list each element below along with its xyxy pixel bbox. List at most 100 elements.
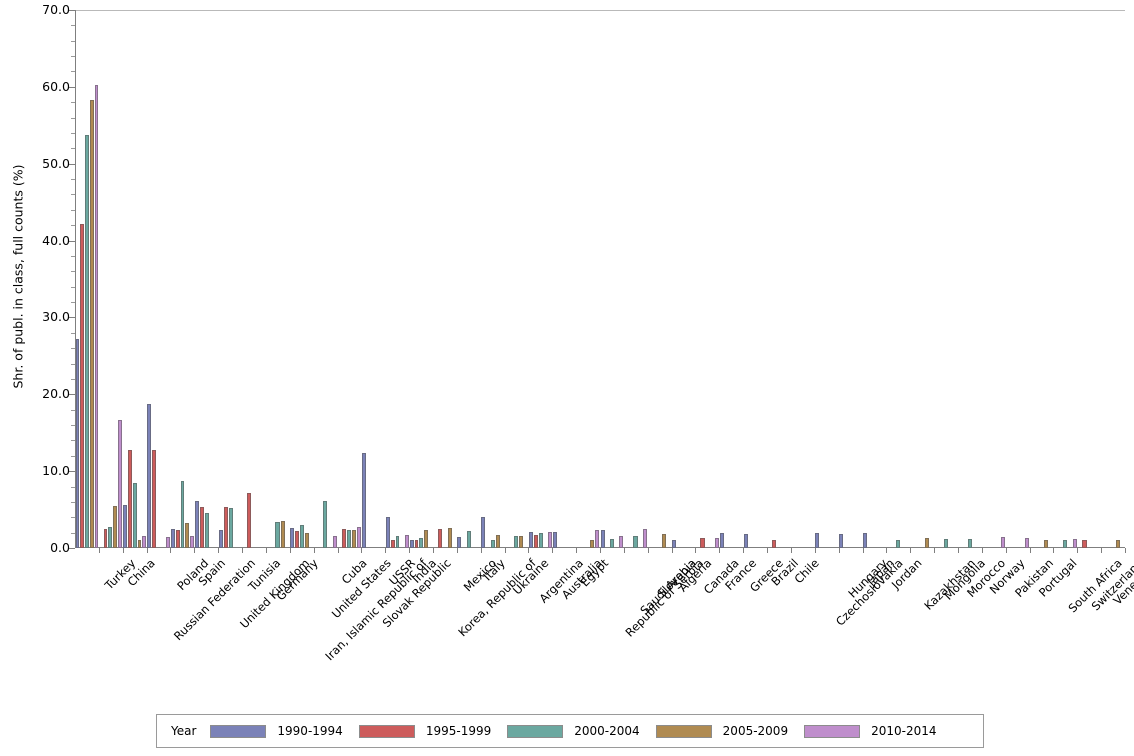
- x-tick-mark: [552, 548, 554, 553]
- x-tick-mark: [122, 548, 124, 553]
- legend-color-swatch: [655, 724, 712, 738]
- x-tick-mark: [1101, 548, 1103, 553]
- legend-entry[interactable]: 1995-1999: [358, 724, 492, 738]
- x-tick-mark: [504, 548, 506, 553]
- x-tick-mark: [623, 548, 625, 553]
- x-tick-mark: [432, 548, 434, 553]
- x-tick-mark: [385, 548, 387, 553]
- y-minor-tick: [71, 455, 75, 457]
- y-tick-mark: [69, 10, 75, 11]
- legend-label: 1990-1994: [277, 724, 343, 738]
- y-minor-tick: [71, 532, 75, 534]
- y-minor-tick: [71, 102, 75, 104]
- x-tick-mark: [671, 548, 673, 553]
- y-minor-tick: [71, 440, 75, 442]
- y-minor-tick: [71, 425, 75, 427]
- legend-entries: 1990-1994 1995-1999 2000-2004 2005-2009 2010…: [210, 724, 952, 738]
- y-minor-tick: [71, 271, 75, 273]
- x-tick-mark: [838, 548, 840, 553]
- y-minor-tick: [71, 71, 75, 73]
- legend-label: 1995-1999: [425, 724, 492, 738]
- y-tick-mark: [69, 240, 75, 242]
- y-minor-tick: [71, 363, 75, 365]
- x-tick-mark: [814, 548, 816, 553]
- y-minor-tick: [71, 148, 75, 150]
- y-minor-tick: [71, 225, 75, 227]
- x-tick-mark: [98, 548, 100, 553]
- plot-top-border: [75, 10, 1125, 11]
- y-minor-tick: [71, 132, 75, 134]
- legend-title: Year: [171, 724, 197, 738]
- x-tick-mark: [409, 548, 411, 553]
- chart-legend: Year 1990-1994 1995-1999 2000-2004 2005-200…: [156, 714, 984, 748]
- y-tick-mark: [69, 317, 75, 319]
- x-tick-mark: [480, 548, 482, 553]
- y-minor-tick: [71, 255, 75, 257]
- legend-entry[interactable]: 2010-2014: [804, 724, 937, 738]
- y-tick-label: 60.0: [42, 78, 70, 94]
- y-minor-tick: [71, 302, 75, 304]
- legend-label: 2010-2014: [871, 724, 937, 738]
- x-tick-mark: [910, 548, 912, 553]
- x-tick-mark: [695, 548, 697, 553]
- x-tick-mark: [242, 548, 244, 553]
- x-tick-mark: [600, 548, 601, 553]
- x-tick-mark: [337, 548, 339, 553]
- y-minor-tick: [71, 194, 75, 196]
- y-minor-tick: [71, 378, 75, 380]
- x-tick-mark: [981, 548, 983, 553]
- x-tick-mark: [313, 548, 315, 553]
- x-tick-mark: [767, 548, 769, 553]
- x-tick-mark: [862, 548, 864, 553]
- x-tick-mark: [1029, 548, 1031, 553]
- y-minor-tick: [71, 117, 75, 119]
- x-tick-mark: [289, 548, 291, 553]
- y-minor-tick: [71, 409, 75, 411]
- x-tick-mark: [719, 548, 721, 553]
- plot-area: [75, 10, 1125, 548]
- x-tick-mark: [743, 548, 745, 553]
- y-minor-tick: [71, 486, 75, 488]
- y-tick-label: 10.0: [42, 463, 70, 479]
- x-tick-mark: [528, 548, 530, 553]
- y-tick-label: 20.0: [42, 386, 70, 402]
- y-tick-label: 0.0: [50, 540, 70, 555]
- x-tick-mark: [361, 548, 363, 553]
- x-tick-mark: [576, 548, 578, 553]
- y-tick-mark: [69, 394, 75, 396]
- y-minor-tick: [71, 501, 75, 503]
- y-tick-label: 50.0: [42, 155, 70, 171]
- x-tick-mark: [146, 548, 148, 553]
- x-tick-mark: [456, 548, 458, 553]
- y-minor-tick: [71, 517, 75, 519]
- legend-entry[interactable]: 1990-1994: [210, 724, 343, 738]
- y-minor-tick: [71, 40, 75, 42]
- legend-label: 2005-2009: [722, 724, 789, 738]
- x-tick-mark: [1053, 548, 1055, 553]
- x-tick-mark: [194, 548, 196, 553]
- legend-color-swatch: [358, 724, 415, 738]
- x-tick-mark: [886, 548, 888, 553]
- x-tick-mark: [1077, 548, 1079, 553]
- x-tick-mark: [218, 548, 220, 553]
- x-tick-mark: [934, 548, 936, 553]
- x-tick-mark: [1005, 548, 1007, 553]
- legend-entry[interactable]: 2005-2009: [655, 724, 789, 738]
- y-tick-mark: [69, 163, 75, 165]
- x-tick-label: Egypt: [577, 556, 612, 590]
- legend-color-swatch: [804, 724, 861, 738]
- y-minor-tick: [71, 286, 75, 288]
- x-tick-mark: [265, 548, 267, 553]
- x-tick-mark: [647, 548, 649, 553]
- y-tick-mark: [69, 86, 75, 88]
- y-tick-mark: [69, 548, 75, 549]
- y-minor-tick: [71, 332, 75, 334]
- y-minor-tick: [71, 25, 75, 27]
- legend-entry[interactable]: 2000-2004: [507, 724, 640, 738]
- y-minor-tick: [71, 56, 75, 58]
- x-tick-mark: [170, 548, 172, 553]
- y-minor-tick: [71, 348, 75, 350]
- x-tick-mark: [1125, 548, 1126, 553]
- y-minor-tick: [71, 209, 75, 211]
